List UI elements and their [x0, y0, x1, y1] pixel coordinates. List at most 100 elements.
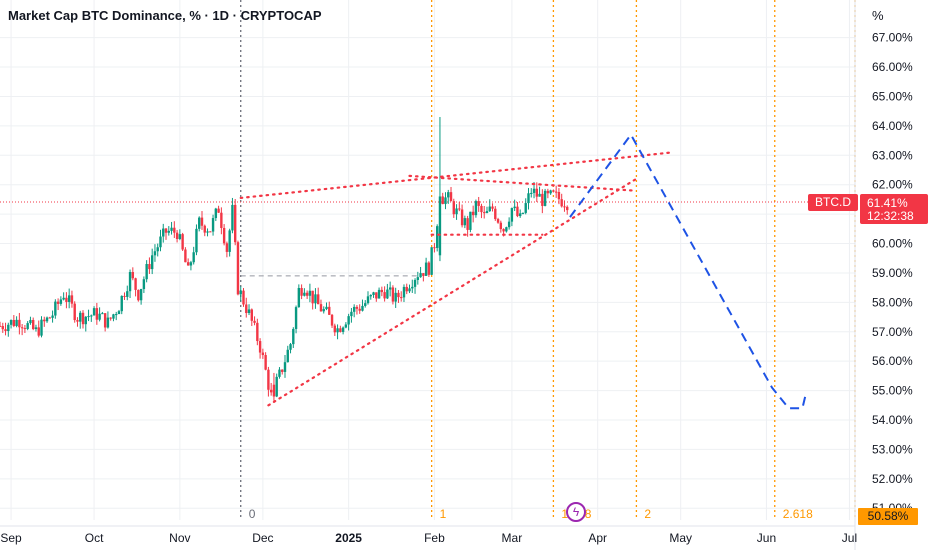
candle-body [552, 190, 555, 192]
candle-body [308, 290, 312, 296]
candle-body [167, 230, 170, 233]
axis-unit-label: % [872, 8, 884, 23]
candle-body [233, 204, 237, 243]
candle-body [117, 311, 121, 315]
candle-body [9, 319, 13, 325]
candle-body [267, 369, 270, 390]
candle-body [416, 277, 420, 280]
candle-body [239, 290, 242, 295]
candle-body [485, 211, 489, 214]
bar-countdown: 12:32:38 [867, 209, 914, 223]
candle-body [502, 229, 505, 232]
candle-body [148, 264, 151, 270]
candle-body [449, 192, 453, 202]
candle-body [380, 289, 384, 293]
candle-body [303, 292, 306, 296]
candle-body [170, 227, 173, 231]
x-tick-label: Jun [757, 531, 776, 545]
candle-body [394, 292, 397, 302]
candle-body [549, 190, 552, 194]
candle-body [242, 290, 245, 305]
candle-body [34, 327, 38, 330]
y-tick-label: 52.00% [872, 472, 913, 486]
candle-body [103, 313, 107, 328]
candle-body [386, 289, 389, 299]
candle-body [405, 286, 408, 292]
chart-grid [0, 0, 855, 520]
candle-body [424, 262, 428, 276]
candle-body [339, 328, 342, 332]
candle-body [84, 316, 87, 325]
candle-body [427, 262, 431, 275]
x-tick-label: May [669, 531, 692, 545]
last-price-label: 61.41% 12:32:38 [860, 194, 928, 224]
x-tick-label: Sep [0, 531, 22, 545]
candle-body [0, 325, 2, 327]
candle-body [175, 232, 179, 240]
candle-body [95, 308, 99, 320]
symbol-price-tag[interactable]: BTC.D [808, 194, 858, 211]
candle-body [283, 362, 287, 372]
candle-body [62, 297, 65, 300]
candle-body [258, 341, 262, 353]
fib-zone-label: 0 [249, 507, 256, 521]
candle-body [236, 242, 240, 295]
candle-body [56, 301, 60, 304]
candle-body [26, 323, 29, 329]
candle-body [59, 299, 63, 304]
candle-body [217, 208, 220, 213]
y-tick-label: 59.00% [872, 266, 913, 280]
candle-body [253, 320, 256, 323]
candle-body [292, 328, 295, 345]
candle-body [281, 369, 284, 372]
x-tick-label: Feb [424, 531, 445, 545]
candle-body [336, 328, 339, 333]
candle-body [29, 319, 32, 324]
candle-body [173, 227, 176, 233]
candle-body [369, 294, 372, 297]
y-tick-label: 54.00% [872, 413, 913, 427]
candle-body [162, 228, 165, 237]
fib-zone-label: 2.618 [783, 507, 813, 521]
y-tick-label: 64.00% [872, 119, 913, 133]
lightning-icon[interactable]: ϟ [566, 502, 586, 522]
wedge-trendlines [239, 151, 674, 407]
candle-body [474, 201, 478, 216]
candle-body [198, 217, 201, 229]
candle-body [527, 193, 530, 204]
candle-body [142, 279, 146, 290]
candle-body [499, 222, 503, 230]
x-tick-label: Nov [169, 531, 190, 545]
candle-body [200, 217, 204, 226]
candle-body [131, 272, 135, 279]
candle-body [452, 201, 455, 215]
y-tick-label: 62.00% [872, 178, 913, 192]
candle-body [203, 225, 206, 233]
candle-body [532, 188, 536, 193]
candle-body [289, 344, 292, 350]
y-tick-label: 53.00% [872, 442, 913, 456]
candle-body [70, 295, 74, 304]
candle-body [297, 287, 301, 308]
candle-body [419, 273, 422, 278]
candle-body [433, 247, 436, 249]
candle-body [256, 322, 259, 342]
candle-body [209, 231, 212, 233]
y-tick-label: 60.00% [872, 237, 913, 251]
candle-body [411, 286, 414, 289]
candle-body [214, 208, 218, 219]
candle-body [372, 292, 375, 295]
candle-body [286, 349, 289, 363]
candle-body [211, 218, 215, 232]
x-tick-label: Oct [85, 531, 104, 545]
candle-body [37, 327, 40, 336]
candle-body [206, 231, 209, 233]
candle-body [413, 279, 417, 287]
candle-body [455, 208, 458, 215]
candle-body [364, 303, 367, 306]
candle-body [408, 288, 411, 292]
candle-body [23, 328, 27, 330]
candle-body [178, 234, 182, 240]
candle-body [543, 190, 547, 206]
